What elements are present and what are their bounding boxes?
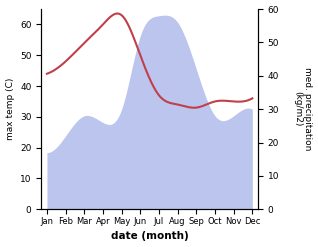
Y-axis label: med. precipitation
(kg/m2): med. precipitation (kg/m2): [293, 67, 313, 151]
Y-axis label: max temp (C): max temp (C): [5, 78, 15, 140]
X-axis label: date (month): date (month): [111, 231, 189, 242]
